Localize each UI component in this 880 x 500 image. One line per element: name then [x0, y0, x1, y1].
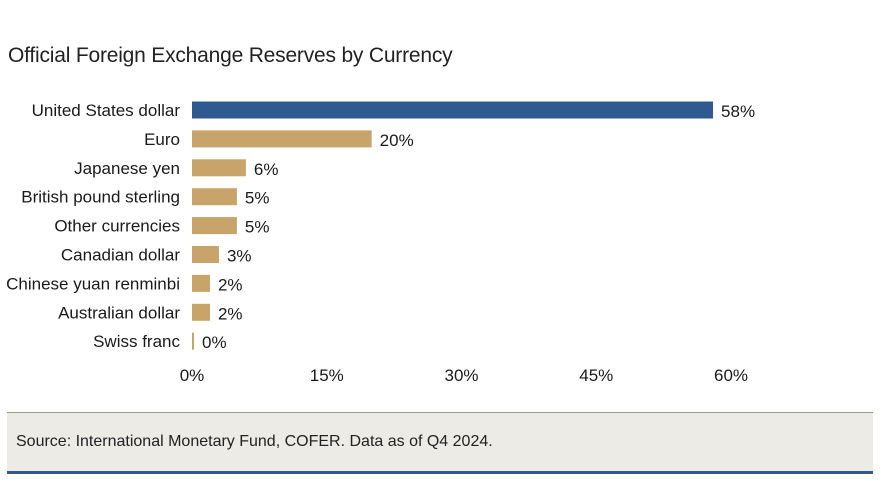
source-note: Source: International Monetary Fund, COF…: [16, 433, 493, 450]
x-tick-label: 15%: [310, 366, 344, 385]
category-labels: United States dollar Euro Japanese yen Brit…: [6, 101, 180, 351]
bar-chinese-yuan-renminbi: [192, 274, 210, 292]
category-label: Australian dollar: [58, 303, 180, 322]
data-label: 2%: [218, 275, 243, 294]
data-label: 0%: [202, 333, 227, 352]
data-label: 2%: [218, 304, 243, 323]
category-label: Other currencies: [54, 217, 180, 236]
bar-swiss-franc: [192, 332, 194, 350]
data-label: 3%: [227, 247, 252, 266]
category-label: Canadian dollar: [61, 246, 180, 265]
bar-australian-dollar: [192, 303, 210, 321]
category-label: Swiss franc: [93, 332, 180, 351]
bar-united-states-dollar: [192, 101, 714, 119]
x-tick-label: 0%: [180, 366, 205, 385]
bar-japanese-yen: [192, 159, 246, 177]
value-labels: 58% 20% 6% 5% 5% 3% 2% 2% 0%: [202, 102, 755, 352]
bar-canadian-dollar: [192, 246, 219, 263]
category-label: United States dollar: [32, 101, 181, 120]
data-label: 20%: [380, 131, 414, 150]
bar-euro: [192, 130, 372, 148]
data-label: 5%: [245, 218, 270, 237]
data-label: 58%: [721, 102, 755, 121]
x-tick-label: 60%: [714, 366, 748, 385]
data-label: 5%: [245, 189, 270, 208]
category-label: Euro: [144, 130, 180, 149]
x-tick-label: 30%: [444, 366, 478, 385]
category-label: British pound sterling: [21, 188, 180, 207]
x-tick-label: 45%: [579, 366, 613, 385]
chart-title: Official Foreign Exchange Reserves by Cu…: [8, 44, 453, 67]
bar-chart: United States dollar Euro Japanese yen Brit…: [6, 101, 755, 385]
bar-other-currencies: [192, 217, 237, 235]
source-box: Source: International Monetary Fund, COF…: [7, 412, 873, 474]
category-label: Japanese yen: [74, 159, 180, 178]
x-axis-ticks: 0% 15% 30% 45% 60%: [180, 366, 748, 385]
bar-british-pound-sterling: [192, 188, 237, 206]
category-label: Chinese yuan renminbi: [6, 274, 180, 293]
bars-layer: [192, 101, 714, 350]
data-label: 6%: [254, 160, 279, 179]
